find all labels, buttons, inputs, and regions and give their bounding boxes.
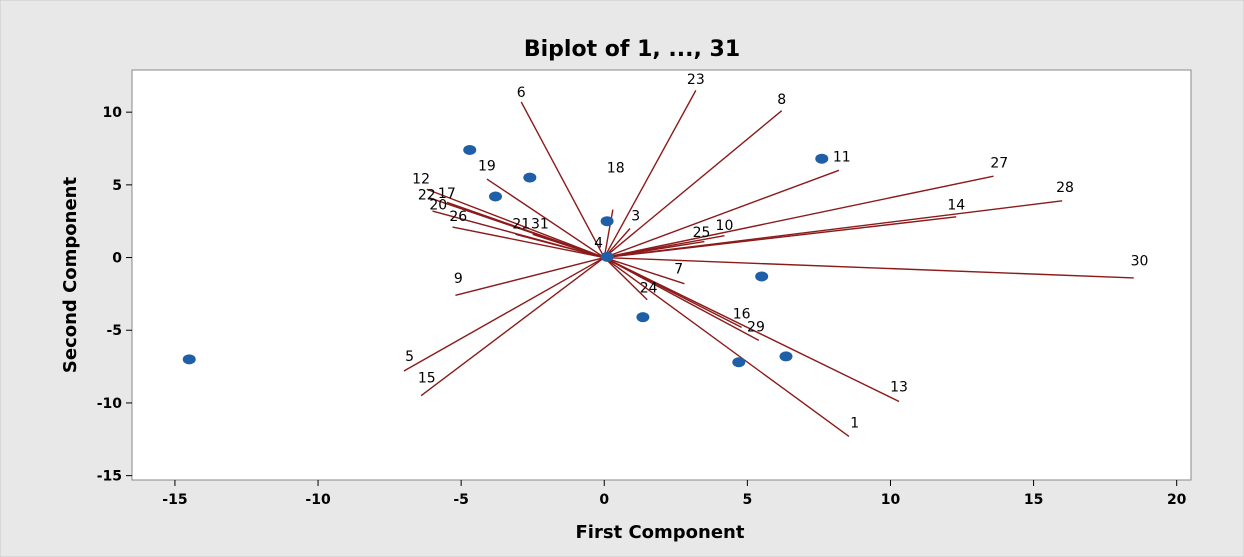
- vector-label-25: 25: [693, 225, 711, 241]
- vector-label-7: 7: [674, 262, 683, 278]
- x-tick-label: -10: [305, 492, 331, 508]
- vector-label-26: 26: [449, 209, 467, 225]
- loading-vector-1: [603, 256, 850, 437]
- y-tick-label: 5: [112, 178, 122, 194]
- loading-vector-24: [603, 257, 648, 301]
- loading-vector-13: [603, 256, 900, 403]
- vector-label-21: 21: [512, 216, 530, 232]
- x-tick-label: 5: [742, 492, 752, 508]
- vector-label-9: 9: [454, 271, 463, 287]
- score-point: [636, 312, 650, 323]
- vector-label-20: 20: [429, 198, 447, 214]
- chart-title: Biplot of 1, ..., 31: [524, 37, 740, 62]
- loading-vector-9: [455, 256, 605, 297]
- vector-label-8: 8: [777, 92, 786, 108]
- score-point: [815, 153, 829, 164]
- vector-label-31: 31: [531, 216, 549, 232]
- score-point: [488, 191, 502, 202]
- vector-label-27: 27: [990, 155, 1008, 171]
- loading-vector-7: [604, 256, 685, 285]
- vector-labels: 1345678910111213141516171819202122232425…: [405, 72, 1148, 432]
- score-points: [182, 144, 829, 368]
- score-point: [600, 251, 614, 262]
- vector-label-22: 22: [418, 187, 436, 203]
- loading-vectors: [403, 90, 1134, 437]
- vector-label-1: 1: [850, 416, 859, 432]
- y-tick-label: -5: [106, 323, 122, 339]
- vector-label-11: 11: [833, 150, 851, 166]
- loading-vector-15: [420, 256, 605, 397]
- vector-label-14: 14: [947, 198, 965, 214]
- y-tick-label: -15: [97, 469, 122, 485]
- vector-label-30: 30: [1131, 254, 1149, 270]
- vector-label-10: 10: [716, 218, 734, 234]
- vector-label-29: 29: [747, 320, 765, 336]
- score-point: [523, 172, 537, 183]
- loading-vector-21: [515, 233, 605, 259]
- vector-label-17: 17: [438, 186, 456, 202]
- loading-vector-5: [403, 256, 605, 372]
- vector-label-12: 12: [412, 171, 430, 187]
- loading-vector-29: [603, 256, 760, 342]
- x-tick-label: 10: [881, 492, 901, 508]
- loading-vector-6: [520, 101, 605, 258]
- vector-label-19: 19: [478, 158, 496, 174]
- vector-label-28: 28: [1056, 180, 1074, 196]
- score-point: [463, 144, 477, 155]
- vector-label-18: 18: [607, 161, 625, 177]
- loading-vector-30: [604, 256, 1134, 279]
- loading-vector-11: [604, 169, 840, 259]
- loading-vector-12: [426, 188, 605, 259]
- loading-vector-28: [604, 200, 1063, 259]
- x-tick-label: -5: [453, 492, 469, 508]
- vector-label-6: 6: [517, 85, 526, 101]
- vector-label-23: 23: [687, 72, 705, 88]
- y-axis-label: Second Component: [60, 177, 81, 374]
- x-tick-label: 0: [599, 492, 609, 508]
- x-tick-label: 15: [1024, 492, 1043, 508]
- loading-vector-19: [486, 178, 605, 259]
- score-point: [732, 357, 746, 368]
- x-tick-label: 20: [1167, 492, 1187, 508]
- score-point: [755, 271, 769, 282]
- loading-vector-31: [532, 233, 605, 259]
- vector-label-15: 15: [418, 371, 436, 387]
- vector-label-3: 3: [631, 208, 640, 224]
- x-axis-label: First Component: [576, 522, 745, 543]
- plot-area: [131, 69, 1192, 481]
- vector-label-4: 4: [594, 235, 603, 251]
- score-point: [779, 351, 793, 362]
- score-point: [182, 354, 196, 365]
- x-tick-label: -15: [162, 492, 187, 508]
- score-point: [600, 216, 614, 227]
- y-tick-label: -10: [97, 396, 123, 412]
- loading-vector-26: [452, 226, 605, 259]
- vector-label-24: 24: [640, 280, 658, 296]
- vector-label-16: 16: [733, 307, 751, 323]
- y-tick-label: 0: [112, 251, 122, 267]
- loading-vector-27: [604, 175, 994, 259]
- loading-vector-8: [603, 110, 783, 259]
- vector-label-5: 5: [405, 349, 414, 365]
- vector-label-13: 13: [890, 379, 908, 395]
- loading-vector-23: [603, 90, 697, 258]
- y-tick-label: 10: [103, 105, 123, 121]
